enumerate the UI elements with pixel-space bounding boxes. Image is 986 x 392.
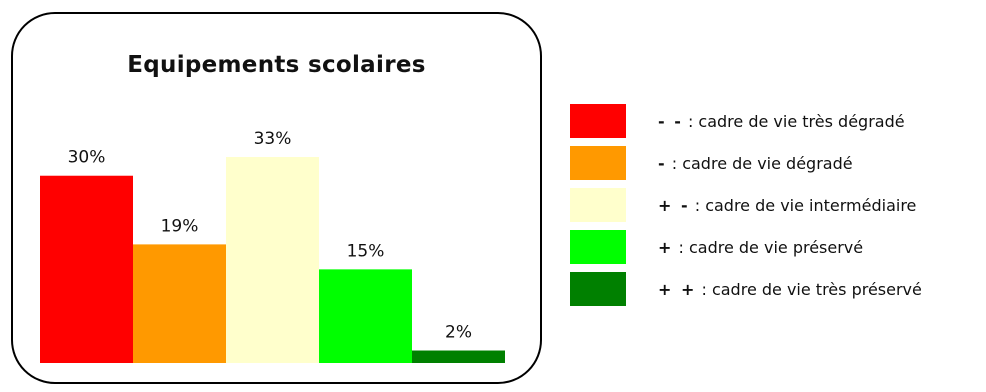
legend-item: + + : cadre de vie très préservé [570,272,922,306]
legend-description: : cadre de vie intermédiaire [689,195,917,215]
bar-value-label-2: 19% [161,216,199,236]
legend-label: + + : cadre de vie très préservé [658,280,922,299]
legend-swatch [570,272,626,306]
legend-label: + - : cadre de vie intermédiaire [658,196,916,215]
legend-label: - - : cadre de vie très dégradé [658,112,905,131]
legend-symbol: - [658,153,667,173]
legend-swatch [570,188,626,222]
legend-symbol: + + [658,279,697,299]
legend-item: + - : cadre de vie intermédiaire [570,188,916,222]
legend-description: : cadre de vie préservé [673,237,864,257]
chart-title: Equipements scolaires [127,52,426,78]
legend-swatch [570,230,626,264]
bar-2 [133,244,226,363]
bar-value-label-1: 30% [68,148,106,168]
legend-description: : cadre de vie très dégradé [682,111,905,131]
legend-symbol: + - [658,195,690,215]
bar-5 [412,350,505,363]
legend-swatch [570,104,626,138]
legend-item: - : cadre de vie dégradé [570,146,853,180]
legend-swatch [570,146,626,180]
legend-description: : cadre de vie dégradé [666,153,853,173]
bar-value-label-5: 2% [445,323,472,343]
legend-label: + : cadre de vie préservé [658,238,863,257]
legend-symbol: - - [658,111,683,131]
legend-symbol: + [658,237,674,257]
bar-3 [226,157,319,363]
bar-1 [40,175,133,363]
legend-item: + : cadre de vie préservé [570,230,863,264]
bar-value-label-3: 33% [254,129,292,149]
bar-value-label-4: 15% [347,241,385,261]
bar-4 [319,269,412,363]
legend-description: : cadre de vie très préservé [696,279,922,299]
legend-item: - - : cadre de vie très dégradé [570,104,905,138]
legend-label: - : cadre de vie dégradé [658,154,853,173]
